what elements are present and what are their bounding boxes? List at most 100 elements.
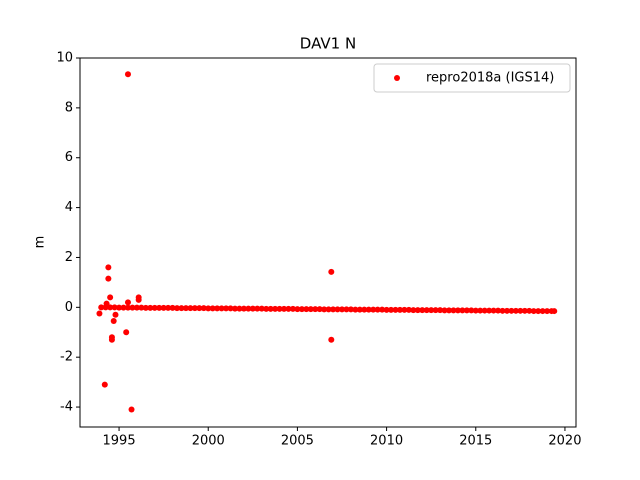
point — [316, 306, 323, 313]
point — [124, 299, 131, 306]
point — [530, 308, 537, 315]
point — [432, 307, 439, 314]
point — [200, 305, 207, 312]
y-tick-label: -2 — [60, 350, 73, 365]
legend-box — [373, 63, 571, 93]
point — [245, 305, 252, 312]
point — [499, 307, 506, 314]
point — [441, 307, 448, 314]
point — [383, 306, 390, 313]
y-tick-label: 0 — [65, 300, 73, 315]
point — [98, 304, 105, 311]
point — [116, 304, 123, 311]
point — [303, 306, 310, 313]
point — [108, 336, 115, 343]
point — [328, 268, 335, 275]
point — [334, 306, 341, 313]
x-tick-label: 2020 — [548, 434, 581, 449]
point — [551, 308, 558, 315]
y-tick-label: 6 — [65, 150, 73, 165]
point — [182, 305, 189, 312]
point — [103, 300, 110, 307]
point — [169, 304, 176, 311]
x-tick-label: 1995 — [103, 434, 136, 449]
x-tick-label: 2000 — [192, 434, 225, 449]
point — [526, 307, 533, 314]
point — [272, 305, 279, 312]
point — [535, 308, 542, 315]
point — [205, 305, 212, 312]
x-tick-label: 2005 — [281, 434, 314, 449]
point — [423, 307, 430, 314]
point — [512, 307, 519, 314]
point — [396, 306, 403, 313]
point — [236, 305, 243, 312]
point — [517, 307, 524, 314]
point — [218, 305, 225, 312]
point — [249, 305, 256, 312]
point — [356, 306, 363, 313]
point — [165, 304, 172, 311]
y-tick-label: 2 — [65, 250, 73, 265]
point — [481, 307, 488, 314]
chart-title: DAV1 N — [300, 35, 356, 53]
point — [343, 306, 350, 313]
point — [486, 307, 493, 314]
point — [361, 306, 368, 313]
point — [446, 307, 453, 314]
point — [133, 304, 140, 311]
plot-frame — [79, 57, 577, 428]
point — [101, 381, 108, 388]
point — [156, 304, 163, 311]
point — [365, 306, 372, 313]
point — [281, 305, 288, 312]
point — [129, 304, 136, 311]
point — [405, 306, 412, 313]
point — [128, 406, 135, 413]
point — [258, 305, 265, 312]
point — [289, 305, 296, 312]
point — [521, 307, 528, 314]
point — [267, 305, 274, 312]
point — [388, 306, 395, 313]
point — [414, 307, 421, 314]
point — [178, 305, 185, 312]
point — [223, 305, 230, 312]
point — [214, 305, 221, 312]
point — [401, 306, 408, 313]
y-tick-label: 8 — [65, 100, 73, 115]
point — [450, 307, 457, 314]
point — [328, 336, 335, 343]
point — [503, 307, 510, 314]
point — [285, 305, 292, 312]
point — [191, 305, 198, 312]
point — [419, 307, 426, 314]
point — [276, 305, 283, 312]
point — [379, 306, 386, 313]
point — [508, 307, 515, 314]
y-tick-label: -4 — [60, 400, 73, 415]
point — [107, 294, 114, 301]
point — [454, 307, 461, 314]
point — [428, 307, 435, 314]
point — [437, 307, 444, 314]
point — [347, 306, 354, 313]
point — [112, 311, 119, 318]
point — [321, 306, 328, 313]
point — [294, 306, 301, 313]
point — [110, 318, 117, 325]
point — [209, 305, 216, 312]
legend-marker — [394, 75, 400, 81]
point — [472, 307, 479, 314]
point — [370, 306, 377, 313]
point — [374, 306, 381, 313]
point — [231, 305, 238, 312]
x-tick-label: 2015 — [459, 434, 492, 449]
point — [105, 275, 112, 282]
point — [459, 307, 466, 314]
point — [352, 306, 359, 313]
point — [240, 305, 247, 312]
point — [325, 306, 332, 313]
point — [160, 304, 167, 311]
